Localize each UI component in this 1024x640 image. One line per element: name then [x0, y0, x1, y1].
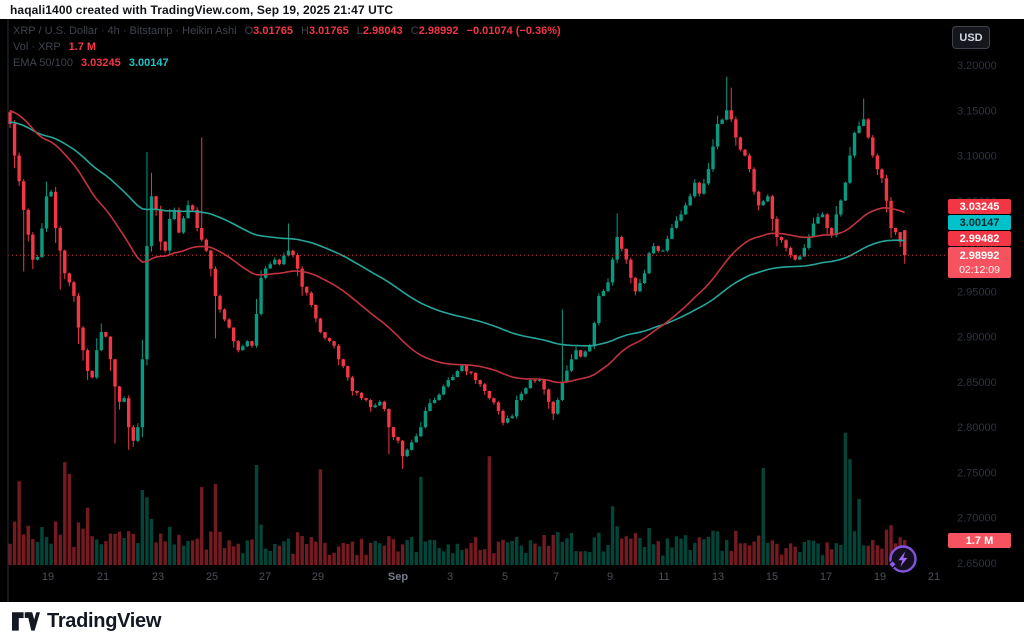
low-label: L	[356, 25, 363, 37]
svg-text:25: 25	[206, 571, 218, 583]
tradingview-logo-icon[interactable]	[12, 609, 40, 633]
svg-text:23: 23	[152, 571, 164, 583]
open-value: 3.01765	[253, 25, 293, 37]
ema100-line	[9, 121, 905, 347]
price-axis-labels[interactable]: 3.200003.150003.100003.050003.000002.950…	[957, 60, 997, 570]
attribution-bar: haqali1400 created with TradingView.com,…	[0, 0, 1024, 19]
ema50-value: 3.03245	[81, 57, 121, 69]
tradingview-wordmark[interactable]: TradingView	[47, 609, 162, 632]
svg-text:21: 21	[97, 571, 109, 583]
svg-text:17: 17	[820, 571, 832, 583]
ema100-value: 3.00147	[128, 57, 169, 69]
svg-text:Sep: Sep	[388, 571, 408, 583]
svg-text:7: 7	[553, 571, 559, 583]
high-label: H	[301, 25, 309, 37]
chart-legend: XRP / U.S. Dollar · 4h · Bitstamp · Heik…	[13, 23, 561, 71]
close-label: C	[410, 25, 419, 37]
currency-toggle-label: USD	[959, 31, 983, 44]
ema100-price-tag: 3.00147	[948, 215, 1011, 230]
currency-toggle-button[interactable]: USD	[952, 26, 990, 49]
svg-text:2.75000: 2.75000	[957, 468, 997, 480]
ema50-price-tag: 3.03245	[948, 199, 1011, 214]
attribution-text: haqali1400 created with TradingView.com,…	[10, 2, 394, 17]
svg-text:9: 9	[607, 571, 613, 583]
change-value: −0.01074 (−0.36%)	[466, 25, 561, 37]
svg-text:3: 3	[447, 571, 453, 583]
svg-text:19: 19	[42, 571, 54, 583]
svg-text:3.10000: 3.10000	[957, 151, 997, 163]
footer-bar: TradingView	[0, 602, 1024, 640]
symbol-title: XRP / U.S. Dollar · 4h · Bitstamp · Heik…	[13, 25, 237, 37]
low-value: 2.98043	[362, 25, 403, 37]
svg-text:11: 11	[658, 571, 669, 583]
svg-text:27: 27	[259, 571, 271, 583]
volume-tag: 1.7 M	[948, 533, 1011, 548]
last-price-value: 2.98992	[959, 249, 1000, 262]
chart-pane: 3.200003.150003.100003.050003.000002.950…	[0, 19, 1024, 602]
svg-text:2.65000: 2.65000	[957, 558, 997, 570]
price-chart[interactable]: 3.200003.150003.100003.050003.000002.950…	[0, 19, 1024, 602]
svg-text:5: 5	[502, 571, 508, 583]
svg-text:2.95000: 2.95000	[957, 286, 997, 298]
svg-text:3.15000: 3.15000	[957, 105, 997, 117]
ema50-price-tag-value: 3.03245	[959, 200, 1000, 213]
volume-bars	[8, 432, 907, 565]
volume-label: Vol · XRP	[13, 41, 61, 53]
svg-text:2.85000: 2.85000	[957, 377, 997, 389]
lightning-icon	[887, 545, 917, 573]
open-label: O	[244, 25, 254, 37]
high-value: 3.01765	[308, 25, 349, 37]
svg-text:19: 19	[874, 571, 886, 583]
close-value: 2.98992	[418, 25, 459, 37]
legend-volume-row[interactable]: Vol · XRP 1.7 M	[13, 39, 561, 55]
svg-text:21: 21	[928, 571, 940, 583]
ema50-line	[9, 110, 905, 384]
last-price-tag: 2.98992 02:12:09	[948, 247, 1011, 278]
volume-tag-value: 1.7 M	[965, 534, 994, 547]
ema-label: EMA 50/100	[13, 57, 73, 69]
svg-text:2.90000: 2.90000	[957, 332, 997, 344]
time-axis-labels[interactable]: 19 21 23 25 27 29 Sep 3 5 7 9 11 13 15 17 19 21	[42, 571, 940, 583]
svg-text:2.80000: 2.80000	[957, 422, 997, 434]
svg-text:13: 13	[712, 571, 724, 583]
svg-text:2.70000: 2.70000	[957, 513, 997, 525]
legend-symbol-row[interactable]: XRP / U.S. Dollar · 4h · Bitstamp · Heik…	[13, 23, 561, 39]
ema100-price-tag-value: 3.00147	[959, 216, 1000, 229]
quick-trade-button[interactable]	[882, 540, 922, 580]
candle-countdown: 02:12:09	[959, 263, 1000, 276]
prev-price-tag-value: 2.99482	[959, 232, 1000, 245]
svg-text:29: 29	[312, 571, 324, 583]
legend-ema-row[interactable]: EMA 50/100 3.03245 3.00147	[13, 55, 561, 71]
prev-price-tag: 2.99482	[948, 231, 1011, 246]
candles	[8, 76, 907, 469]
svg-text:3.20000: 3.20000	[957, 60, 997, 72]
volume-value: 1.7 M	[68, 41, 97, 53]
svg-text:15: 15	[766, 571, 778, 583]
